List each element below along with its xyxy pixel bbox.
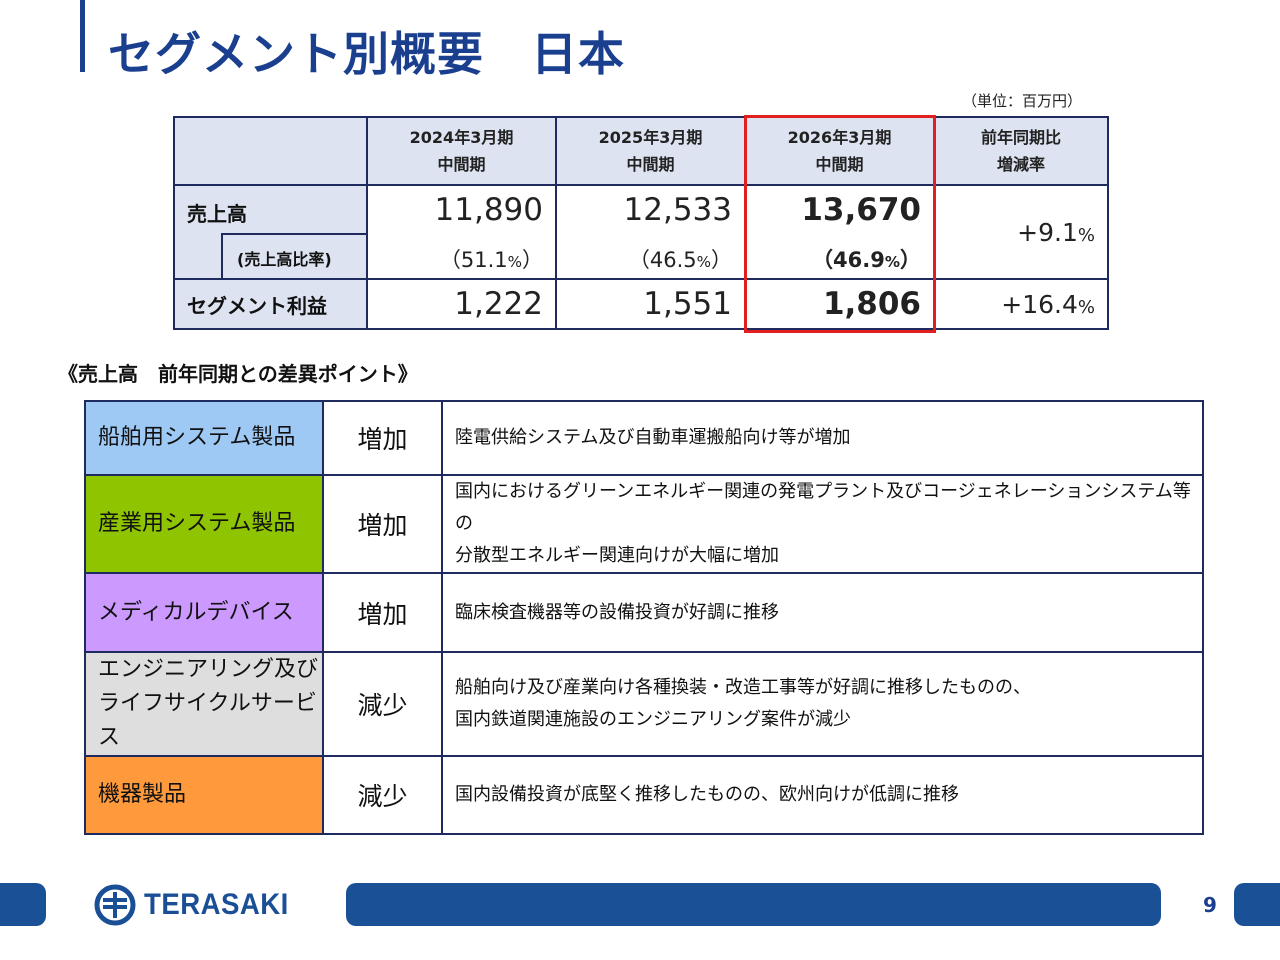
change-description-cell: 陸電供給システム及び自動車運搬船向け等が増加 [441, 400, 1204, 476]
page-title: セグメント別概要 日本 [108, 27, 625, 81]
segment-name-cell: エンジニアリング及びライフサイクルサービス [84, 651, 324, 757]
header-2026-period: 2026年3月期 [787, 128, 892, 147]
ratio-2024-unit: % [507, 253, 522, 271]
terasaki-logo-icon [94, 884, 136, 926]
footer-right-bar [1234, 883, 1280, 926]
header-corner-cell [173, 116, 368, 186]
ratio-2024-close: ） [522, 248, 543, 272]
ratio-2026-open: （ [812, 248, 834, 272]
footer-center-bar [346, 883, 1161, 926]
title-accent-bar [80, 0, 85, 72]
ratio-2025-unit: % [696, 253, 711, 271]
difference-points-table: 船舶用システム製品 増加 陸電供給システム及び自動車運搬船向け等が増加 産業用システム… [84, 400, 1204, 835]
change-direction: 増加 [322, 474, 443, 574]
change-description: 国内におけるグリーンエネルギー関連の発電プラント及びコージェネレーションシステム… [455, 481, 1191, 534]
ratio-2025-open: （ [628, 248, 650, 272]
ratio-2025-num: 46.5 [649, 248, 697, 272]
segment-name: 機器製品 [98, 782, 187, 807]
profit-2024-value: 1,222 [366, 278, 557, 330]
segment-name-cell: 機器製品 [84, 755, 324, 835]
change-description-cell: 国内におけるグリーンエネルギー関連の発電プラント及びコージェネレーションシステム… [441, 474, 1204, 574]
segment-name: 船舶用システム製品 [98, 425, 296, 450]
change-direction: 減少 [322, 755, 443, 835]
header-2024: 2024年3月期 中間期 [366, 116, 557, 186]
segment-name: ライフサイクルサービス [98, 691, 317, 750]
ratio-label: (売上高比率) [237, 250, 332, 269]
segment-name-cell: メディカルデバイス [84, 572, 324, 653]
sales-2024-cell: 11,890 （51.1%） [366, 184, 557, 280]
summary-table: 2024年3月期 中間期 2025年3月期 中間期 2026年3月期 中間期 前… [173, 116, 1109, 330]
terasaki-logo: TERASAKI [94, 884, 301, 926]
change-description: 船舶向け及び産業向け各種換装・改造工事等が好調に推移したものの、 [455, 677, 1031, 698]
change-description: 陸電供給システム及び自動車運搬船向け等が増加 [455, 427, 851, 448]
footer-left-bar [0, 883, 46, 926]
sales-2024-value: 11,890 [434, 192, 543, 228]
change-description: 国内設備投資が底堅く推移したものの、欧州向けが低調に推移 [455, 784, 959, 805]
change-description: 臨床検査機器等の設備投資が好調に推移 [455, 601, 779, 623]
change-direction: 増加 [322, 400, 443, 476]
section-heading: 《売上高 前年同期との差異ポイント》 [58, 362, 418, 386]
detail-row: 産業用システム製品 増加 国内におけるグリーンエネルギー関連の発電プラント及びコージ… [84, 474, 1204, 574]
header-yoy-sub: 増減率 [996, 155, 1045, 174]
ratio-2026-close: ） [900, 248, 921, 272]
ratio-2026-unit: % [884, 253, 900, 271]
ratio-label-subcell [221, 233, 366, 278]
sales-2026-value: 13,670 [801, 192, 921, 228]
detail-row: 機器製品 減少 国内設備投資が底堅く推移したものの、欧州向けが低調に推移 [84, 755, 1204, 835]
sales-2025-value: 12,533 [623, 192, 732, 228]
change-description-cell: 船舶向け及び産業向け各種換装・改造工事等が好調に推移したものの、 国内鉄道関連施設… [441, 651, 1204, 757]
ratio-2024-num: 51.1 [460, 248, 508, 272]
detail-row: エンジニアリング及びライフサイクルサービス 減少 船舶向け及び産業向け各種換装・改造… [84, 651, 1204, 757]
sales-2025-cell: 12,533 （46.5%） [555, 184, 746, 280]
sales-change-unit: % [1077, 224, 1095, 246]
sales-change-cell: +9.1% [933, 184, 1109, 280]
ratio-2026-value: （46.9%） [812, 244, 933, 274]
profit-2026-value: 1,806 [744, 278, 935, 330]
change-description: 国内鉄道関連施設のエンジニアリング案件が減少 [455, 709, 851, 730]
ratio-2024-value: （51.1%） [440, 244, 555, 274]
change-description: 分散型エネルギー関連向けが大幅に増加 [455, 545, 779, 566]
change-direction: 増加 [322, 572, 443, 653]
profit-change-cell: +16.4% [933, 278, 1109, 330]
page-number: 9 [1203, 893, 1217, 917]
header-yoy-label: 前年同期比 [980, 128, 1061, 147]
sales-2026-cell: 13,670 （46.9%） [744, 184, 935, 280]
change-description-cell: 臨床検査機器等の設備投資が好調に推移 [441, 572, 1204, 653]
detail-row: 船舶用システム製品 増加 陸電供給システム及び自動車運搬船向け等が増加 [84, 400, 1204, 476]
segment-name-cell: 船舶用システム製品 [84, 400, 324, 476]
sales-label-cell: 売上高 (売上高比率) [173, 184, 368, 280]
ratio-2025-close: ） [711, 248, 732, 272]
segment-name: メディカルデバイス [98, 599, 294, 625]
header-2026-sub: 中間期 [815, 155, 864, 174]
profit-change-unit: % [1077, 296, 1095, 318]
segment-name: エンジニアリング及び [98, 657, 319, 682]
profit-label: セグメント利益 [173, 278, 368, 330]
ratio-2024-open: （ [439, 248, 461, 272]
unit-note: （単位：百万円） [962, 92, 1083, 110]
header-yoy: 前年同期比 増減率 [933, 116, 1109, 186]
profit-2025-value: 1,551 [555, 278, 746, 330]
change-direction: 減少 [322, 651, 443, 757]
segment-name-cell: 産業用システム製品 [84, 474, 324, 574]
header-2026: 2026年3月期 中間期 [744, 116, 935, 186]
header-2025-sub: 中間期 [626, 155, 675, 174]
change-description-cell: 国内設備投資が底堅く推移したものの、欧州向けが低調に推移 [441, 755, 1204, 835]
header-2024-sub: 中間期 [437, 155, 486, 174]
header-2025: 2025年3月期 中間期 [555, 116, 746, 186]
ratio-2026-num: 46.9 [833, 248, 885, 272]
header-2025-period: 2025年3月期 [598, 128, 703, 147]
profit-change-value: +16.4 [1001, 289, 1078, 319]
detail-row: メディカルデバイス 増加 臨床検査機器等の設備投資が好調に推移 [84, 572, 1204, 653]
ratio-2025-value: （46.5%） [629, 244, 744, 274]
sales-label: 売上高 [187, 202, 247, 226]
logo-text: TERASAKI [144, 888, 289, 921]
header-2024-period: 2024年3月期 [409, 128, 514, 147]
sales-change-value: +9.1 [1017, 217, 1078, 247]
segment-name: 産業用システム製品 [98, 511, 296, 536]
